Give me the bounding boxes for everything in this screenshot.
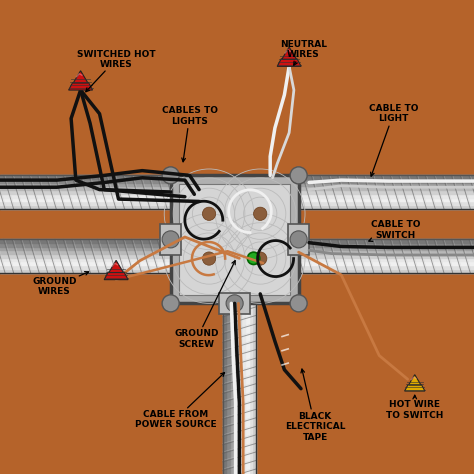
- Polygon shape: [104, 272, 128, 280]
- Circle shape: [290, 295, 307, 312]
- Circle shape: [202, 207, 216, 220]
- Text: GROUND
SCREW: GROUND SCREW: [174, 261, 235, 348]
- Polygon shape: [299, 175, 474, 209]
- Polygon shape: [299, 269, 474, 273]
- Circle shape: [254, 252, 267, 265]
- Text: CABLE TO
LIGHT: CABLE TO LIGHT: [369, 104, 418, 176]
- Polygon shape: [0, 265, 171, 269]
- Polygon shape: [299, 250, 474, 254]
- Polygon shape: [227, 303, 230, 474]
- Polygon shape: [69, 82, 92, 90]
- Polygon shape: [0, 262, 171, 265]
- Polygon shape: [299, 194, 474, 198]
- Polygon shape: [245, 303, 248, 474]
- Polygon shape: [73, 71, 88, 83]
- Polygon shape: [282, 47, 296, 59]
- Polygon shape: [299, 190, 474, 194]
- Circle shape: [202, 252, 216, 265]
- Polygon shape: [109, 260, 123, 273]
- Bar: [160, 224, 181, 255]
- Polygon shape: [299, 175, 474, 179]
- Polygon shape: [0, 183, 171, 186]
- Polygon shape: [0, 254, 171, 258]
- Bar: [179, 184, 290, 295]
- Text: BLACK
ELECTRICAL
TAPE: BLACK ELECTRICAL TAPE: [285, 369, 346, 441]
- Polygon shape: [299, 258, 474, 262]
- Polygon shape: [241, 303, 245, 474]
- Text: CABLE FROM
POWER SOURCE: CABLE FROM POWER SOURCE: [135, 373, 225, 429]
- Polygon shape: [277, 59, 301, 66]
- Polygon shape: [299, 198, 474, 201]
- Text: HOT WIRE
TO SWITCH: HOT WIRE TO SWITCH: [386, 395, 444, 419]
- Polygon shape: [0, 247, 171, 250]
- Polygon shape: [0, 250, 171, 254]
- Polygon shape: [299, 265, 474, 269]
- Polygon shape: [299, 183, 474, 186]
- Polygon shape: [299, 254, 474, 258]
- Bar: [219, 293, 250, 314]
- Circle shape: [290, 231, 307, 248]
- Polygon shape: [299, 243, 474, 247]
- Polygon shape: [0, 239, 171, 243]
- Polygon shape: [0, 269, 171, 273]
- Polygon shape: [0, 239, 171, 273]
- Polygon shape: [252, 303, 256, 474]
- Polygon shape: [248, 303, 252, 474]
- Polygon shape: [299, 201, 474, 205]
- Polygon shape: [230, 303, 234, 474]
- Polygon shape: [234, 303, 237, 474]
- Polygon shape: [299, 205, 474, 209]
- Text: CABLE TO
SWITCH: CABLE TO SWITCH: [369, 220, 420, 241]
- Polygon shape: [237, 303, 241, 474]
- Polygon shape: [299, 247, 474, 250]
- Circle shape: [162, 167, 179, 184]
- Polygon shape: [0, 175, 171, 209]
- Polygon shape: [299, 239, 474, 273]
- Polygon shape: [223, 303, 256, 474]
- Text: NEUTRAL
WIRES: NEUTRAL WIRES: [280, 40, 327, 65]
- Bar: [171, 175, 299, 303]
- Circle shape: [226, 295, 243, 312]
- Polygon shape: [0, 175, 171, 179]
- Polygon shape: [0, 201, 171, 205]
- Circle shape: [162, 295, 179, 312]
- Bar: [288, 224, 309, 255]
- Polygon shape: [0, 194, 171, 198]
- Polygon shape: [405, 385, 425, 391]
- Polygon shape: [409, 374, 421, 385]
- Circle shape: [247, 252, 260, 264]
- Polygon shape: [299, 179, 474, 183]
- Polygon shape: [299, 239, 474, 243]
- Polygon shape: [0, 258, 171, 262]
- Polygon shape: [299, 186, 474, 190]
- Polygon shape: [0, 243, 171, 247]
- Circle shape: [162, 231, 179, 248]
- Circle shape: [254, 207, 267, 220]
- Text: SWITCHED HOT
WIRES: SWITCHED HOT WIRES: [77, 50, 155, 92]
- Circle shape: [290, 167, 307, 184]
- Polygon shape: [0, 198, 171, 201]
- Polygon shape: [299, 262, 474, 265]
- Text: CABLES TO
LIGHTS: CABLES TO LIGHTS: [162, 107, 218, 162]
- Polygon shape: [0, 179, 171, 183]
- Polygon shape: [223, 303, 227, 474]
- Polygon shape: [0, 186, 171, 190]
- Text: GROUND
WIRES: GROUND WIRES: [32, 272, 89, 296]
- Polygon shape: [0, 205, 171, 209]
- Polygon shape: [0, 190, 171, 194]
